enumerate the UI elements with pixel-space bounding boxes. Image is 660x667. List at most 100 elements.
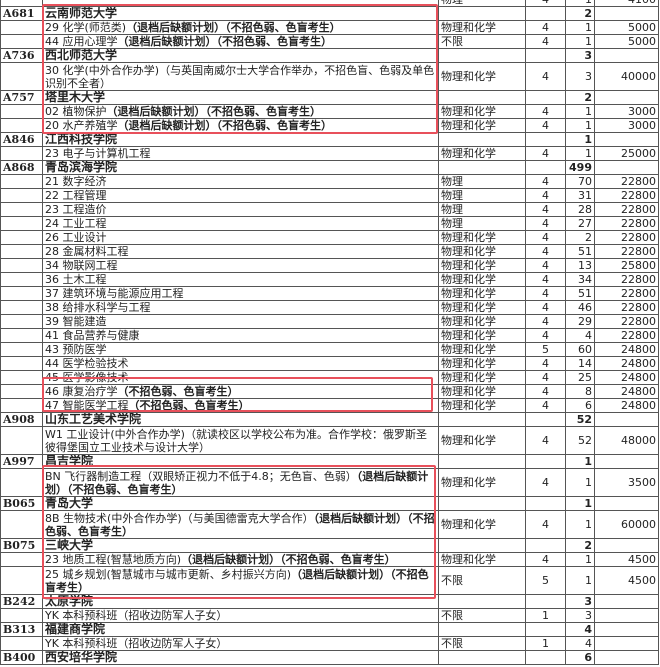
major-row: 41 食品营养与健康 物理和化学 4 4 22800 (0, 328, 659, 343)
subject-cell (438, 132, 526, 147)
major-name-text: 23 地质工程(智慧地质方向) (45, 553, 182, 566)
years: 4 (525, 174, 566, 189)
code-cell (0, 398, 43, 413)
code-cell (0, 426, 43, 455)
major-name-text: 21 数字经济 (45, 175, 107, 188)
major-name-text: 43 预防医学 (45, 343, 107, 356)
years-cell (525, 132, 566, 147)
fee-cell (594, 6, 659, 21)
subject-requirement: 不限 (438, 608, 526, 623)
tuition-fee: 24800 (594, 384, 659, 399)
plan-count: 1 (565, 146, 595, 161)
major-row: 8B 生物技术(中外合作办学)（与美国德雷克大学合作）（退档后缺额计划）（不招色… (0, 510, 659, 539)
major-restriction-note: （退档后缺额计划）（不招色弱、色盲考生） (117, 35, 333, 48)
major-name-text: 26 工业设计 (45, 231, 107, 244)
subject-cell (438, 622, 526, 637)
school-plan-count: 52 (565, 412, 595, 427)
major-name: YK 本科预科班（招收边防军人子女） (42, 608, 439, 623)
school-name: 西安培华学院 (42, 650, 439, 665)
code-cell (0, 118, 43, 133)
plan-count: 51 (565, 244, 595, 259)
plan-count: 14 (565, 356, 595, 371)
subject-requirement: 物理和化学 (438, 314, 526, 329)
fee-cell (594, 132, 659, 147)
code-cell (0, 20, 43, 35)
tuition-fee: 24800 (594, 356, 659, 371)
years-cell (525, 496, 566, 511)
major-row: 23 工程造价 物理 4 28 22800 (0, 202, 659, 217)
major-name: 22 工程管理 (42, 188, 439, 203)
tuition-fee: 40000 (594, 62, 659, 91)
code-cell (0, 272, 43, 287)
major-name-text: 28 金属材料工程 (45, 245, 129, 258)
years: 4 (525, 468, 566, 497)
school-code: B313 (0, 622, 43, 637)
major-row: 45 医学影像技术 物理和化学 4 25 24800 (0, 370, 659, 385)
subject-requirement: 物理和化学 (438, 286, 526, 301)
school-plan-count: 2 (565, 538, 595, 553)
major-row: 21 数字经济 物理 4 70 22800 (0, 174, 659, 189)
major-name-text: W1 工业设计(中外合作办学)（就读校区以学校公布为准。合作学校：俄罗斯圣彼得堡… (45, 427, 427, 454)
years-cell (525, 412, 566, 427)
school-row: B400 西安培华学院 6 (0, 650, 659, 665)
tuition-fee: 60000 (594, 510, 659, 539)
tuition-fee: 22800 (594, 300, 659, 315)
school-code: A868 (0, 160, 43, 175)
major-row: W1 工业设计(中外合作办学)（就读校区以学校公布为准。合作学校：俄罗斯圣彼得堡… (0, 426, 659, 455)
years: 4 (525, 202, 566, 217)
major-row: 43 预防医学 物理和化学 5 60 24800 (0, 342, 659, 357)
years-cell (525, 454, 566, 469)
major-name-text: 45 医学影像技术 (45, 371, 129, 384)
subject-requirement: 物理和化学 (438, 552, 526, 567)
plan-count: 1 (565, 118, 595, 133)
subject-cell (438, 6, 526, 21)
school-code: A736 (0, 48, 43, 63)
school-code: A681 (0, 6, 43, 21)
plan-count: 1 (565, 20, 595, 35)
major-name-text: 23 工程造价 (45, 203, 107, 216)
major-row: 44 应用心理学（退档后缺额计划）（不招色弱、色盲考生） 不限 4 1 5000 (0, 34, 659, 49)
major-name-text: 8B 生物技术(中外合作办学)（与美国德雷克大学合作） (45, 511, 314, 525)
school-name: 福建商学院 (42, 622, 439, 637)
major-name-text: 29 化学(师范类) (45, 21, 127, 34)
fee-cell (594, 594, 659, 609)
years: 4 (525, 244, 566, 259)
years: 5 (525, 566, 566, 595)
major-name: 21 数字经济 (42, 174, 439, 189)
subject-cell (438, 412, 526, 427)
subject-requirement: 物理 (438, 174, 526, 189)
plan-count: 3 (565, 62, 595, 91)
major-name: 29 化学(师范类)（退档后缺额计划）（不招色弱、色盲考生） (42, 20, 439, 35)
subject-requirement: 物理和化学 (438, 426, 526, 455)
subject-cell (438, 48, 526, 63)
plan-count: 13 (565, 258, 595, 273)
major-name-text: 22 工程管理 (45, 189, 107, 202)
tuition-fee: 24800 (594, 342, 659, 357)
school-plan-count: 6 (565, 650, 595, 665)
school-code: A997 (0, 454, 43, 469)
years: 4 (525, 118, 566, 133)
code-cell (0, 314, 43, 329)
code-cell (0, 328, 43, 343)
years: 4 (525, 104, 566, 119)
code-cell (0, 146, 43, 161)
plan-count: 29 (565, 314, 595, 329)
major-name: 38 给排水科学与工程 (42, 300, 439, 315)
plan-count: 25 (565, 370, 595, 385)
school-row: A908 山东工艺美术学院 52 (0, 412, 659, 427)
plan-count: 51 (565, 286, 595, 301)
tuition-fee: 24800 (594, 370, 659, 385)
tuition-fee: 3500 (594, 468, 659, 497)
major-row: 25 城乡规划(智慧城市与城市更新、乡村振兴方向)（退档后缺额计划）（不招色盲考… (0, 566, 659, 595)
subject-requirement: 物理和化学 (438, 104, 526, 119)
school-name: 昌吉学院 (42, 454, 439, 469)
tuition-fee: 22800 (594, 244, 659, 259)
years: 4 (525, 552, 566, 567)
major-name: 20 水产养殖学（退档后缺额计划）（不招色弱、色盲考生） (42, 118, 439, 133)
tuition-fee: 22800 (594, 202, 659, 217)
plan-count: 1 (565, 468, 595, 497)
code-cell (0, 384, 43, 399)
school-code: A846 (0, 132, 43, 147)
major-restriction-note: （退档后缺额计划）（不招色弱、色盲考生） (45, 469, 429, 496)
major-row: 38 给排水科学与工程 物理和化学 4 46 22800 (0, 300, 659, 315)
